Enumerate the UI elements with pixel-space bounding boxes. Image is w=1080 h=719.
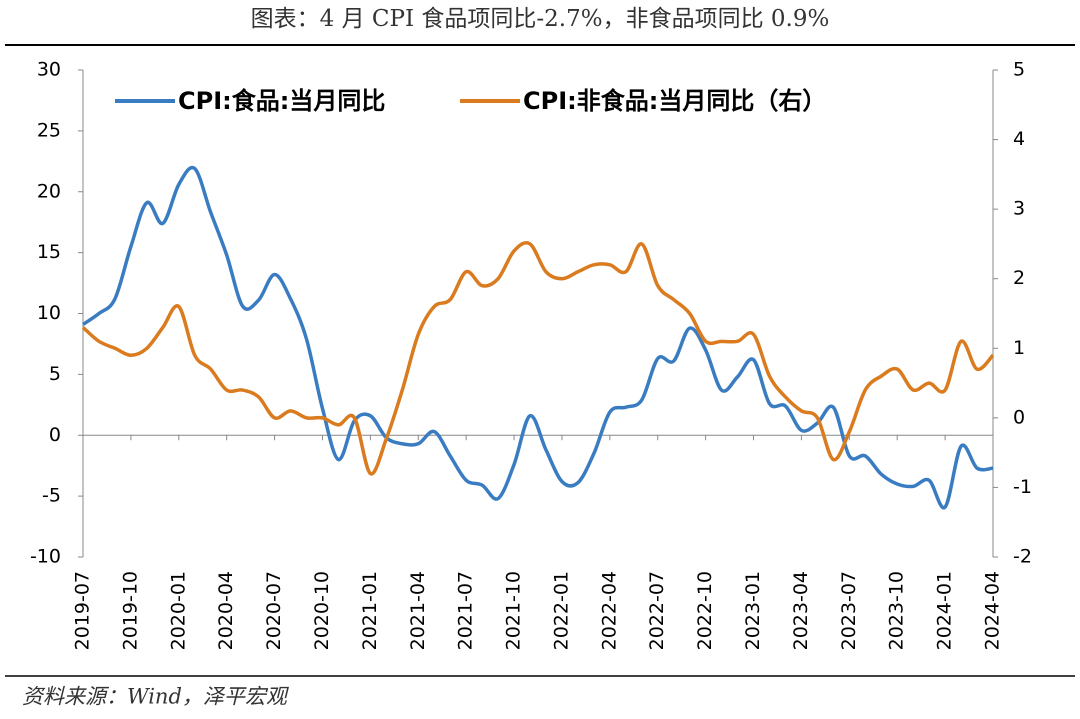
x-tick-label: 2020-10 xyxy=(311,571,333,650)
x-tick-label: 2023-04 xyxy=(790,571,812,650)
x-tick-label: 2023-01 xyxy=(742,571,764,650)
x-tick-label: 2021-07 xyxy=(455,571,477,650)
y2-tick-label: 4 xyxy=(1013,128,1025,150)
y-tick-label: 20 xyxy=(37,180,61,202)
source: 资料来源：Wind，泽平宏观 xyxy=(22,685,290,709)
y-tick-label: 5 xyxy=(49,363,61,385)
y-tick-label: -5 xyxy=(42,485,61,507)
x-tick-label: 2022-04 xyxy=(598,571,620,650)
legend-label: CPI:非食品:当月同比（右） xyxy=(523,87,826,115)
x-tick-label: 2021-01 xyxy=(359,571,381,650)
y-tick-label: 30 xyxy=(37,59,61,81)
x-tick-label: 2021-10 xyxy=(503,571,525,650)
x-tick-label: 2024-01 xyxy=(934,571,956,650)
y2-tick-label: -2 xyxy=(1013,546,1032,568)
x-tick-label: 2023-10 xyxy=(886,571,908,650)
x-tick-label: 2020-01 xyxy=(167,571,189,650)
series-line xyxy=(81,240,995,476)
legend-label: CPI:食品:当月同比 xyxy=(178,87,385,115)
y-tick-label: 10 xyxy=(37,302,61,324)
x-tick-label: 2021-04 xyxy=(407,571,429,650)
x-tick-label: 2023-07 xyxy=(838,571,860,650)
series-line xyxy=(82,165,994,510)
y-tick-label: 0 xyxy=(49,424,61,446)
x-tick-label: 2019-07 xyxy=(72,571,94,650)
x-tick-label: 2019-10 xyxy=(119,571,141,650)
y-tick-label: -10 xyxy=(30,546,61,568)
y2-tick-label: 2 xyxy=(1013,267,1025,289)
x-tick-label: 2020-04 xyxy=(215,571,237,650)
x-tick-label: 2022-01 xyxy=(550,571,572,650)
y-tick-label: 15 xyxy=(37,241,61,263)
y2-tick-label: 0 xyxy=(1013,406,1025,428)
x-tick-label: 2022-07 xyxy=(646,571,668,650)
y2-tick-label: 3 xyxy=(1013,198,1025,220)
x-tick-label: 2020-07 xyxy=(263,571,285,650)
y-tick-label: 25 xyxy=(37,119,61,141)
y2-tick-label: 1 xyxy=(1013,337,1025,359)
x-tick-label: 2024-04 xyxy=(982,571,1004,650)
chart-title: 图表：4 月 CPI 食品项同比-2.7%，非食品项同比 0.9% xyxy=(251,6,830,32)
x-tick-label: 2022-10 xyxy=(694,571,716,650)
y2-tick-label: -1 xyxy=(1013,476,1032,498)
y2-tick-label: 5 xyxy=(1013,59,1025,81)
